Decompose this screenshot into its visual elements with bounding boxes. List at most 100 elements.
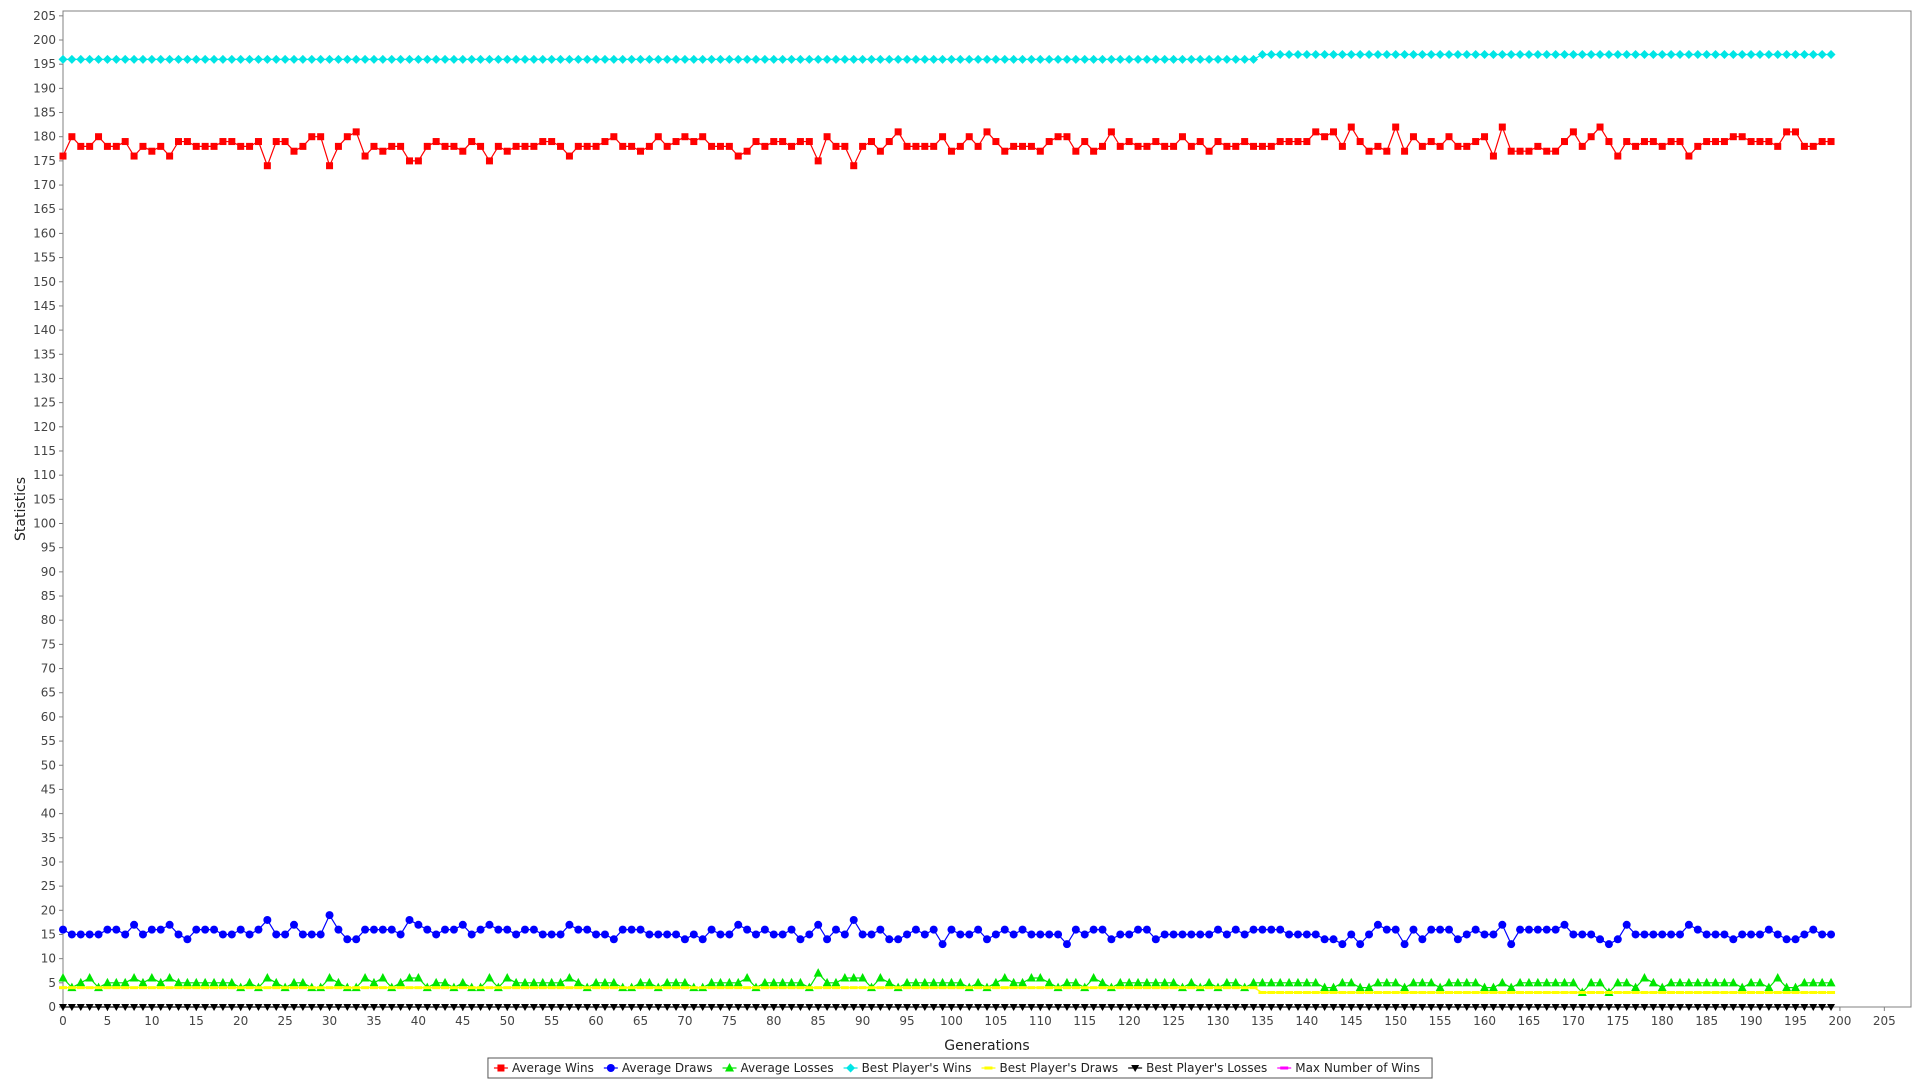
- data-point-best-player-s-wins: [813, 54, 823, 64]
- data-point-best-player-s-wins: [1026, 54, 1036, 64]
- data-point-best-player-s-wins: [1551, 50, 1561, 60]
- data-point-best-player-s-draws: [814, 986, 823, 990]
- data-point-average-draws: [929, 925, 938, 934]
- data-point-average-wins: [930, 142, 938, 150]
- data-point-average-losses: [76, 977, 86, 987]
- data-point-best-player-s-losses: [867, 1004, 876, 1011]
- data-point-best-player-s-draws: [405, 986, 414, 990]
- data-point-average-wins: [894, 128, 902, 136]
- data-point-best-player-s-draws: [538, 986, 547, 990]
- data-point-average-wins: [326, 162, 334, 170]
- data-point-best-player-s-draws: [1658, 990, 1667, 994]
- data-point-best-player-s-wins: [94, 54, 104, 64]
- data-point-average-wins: [370, 142, 378, 150]
- data-point-best-player-s-wins: [209, 54, 219, 64]
- data-point-best-player-s-wins: [1115, 54, 1125, 64]
- data-point-best-player-s-losses: [352, 1004, 361, 1011]
- legend-label: Average Draws: [622, 1061, 713, 1075]
- data-point-average-losses: [1702, 977, 1712, 987]
- data-point-best-player-s-draws: [1729, 990, 1738, 994]
- data-point-average-wins: [1632, 142, 1640, 150]
- data-point-best-player-s-wins: [325, 54, 335, 64]
- data-point-average-draws: [1498, 920, 1507, 929]
- data-point-best-player-s-draws: [458, 986, 467, 990]
- series-average-draws: [59, 911, 1836, 949]
- data-point-best-player-s-losses: [538, 1004, 547, 1011]
- data-point-best-player-s-losses: [476, 1004, 485, 1011]
- data-point-best-player-s-wins: [1249, 54, 1259, 64]
- data-point-best-player-s-wins: [769, 54, 779, 64]
- data-point-best-player-s-wins: [1666, 50, 1676, 60]
- data-point-average-wins: [139, 142, 147, 150]
- data-point-best-player-s-wins: [1737, 50, 1747, 60]
- data-point-average-draws: [1747, 930, 1756, 939]
- data-point-average-wins: [557, 142, 565, 150]
- data-point-best-player-s-losses: [734, 1004, 743, 1011]
- data-point-average-draws: [1009, 930, 1018, 939]
- data-point-average-wins: [885, 138, 893, 146]
- data-point-best-player-s-wins: [1035, 54, 1045, 64]
- data-point-best-player-s-draws: [1809, 990, 1818, 994]
- data-point-best-player-s-losses: [1480, 1004, 1489, 1011]
- data-point-best-player-s-wins: [627, 54, 637, 64]
- data-point-best-player-s-draws: [787, 986, 796, 990]
- data-point-average-losses: [58, 972, 68, 982]
- data-point-average-draws: [974, 925, 983, 934]
- data-point-average-wins: [192, 142, 200, 150]
- data-point-best-player-s-losses: [1729, 1004, 1738, 1011]
- data-point-best-player-s-draws: [929, 986, 938, 990]
- data-point-best-player-s-losses: [218, 1004, 227, 1011]
- data-point-average-wins: [1561, 138, 1568, 146]
- data-point-best-player-s-draws: [1134, 986, 1143, 990]
- data-point-best-player-s-draws: [316, 986, 325, 990]
- data-point-average-losses: [1444, 977, 1454, 987]
- data-point-best-player-s-losses: [1631, 1004, 1640, 1011]
- data-point-best-player-s-draws: [1560, 990, 1569, 994]
- data-point-best-player-s-draws: [1818, 990, 1827, 994]
- data-point-average-losses: [138, 977, 148, 987]
- legend: Average Wins Average Draws Average Losses B…: [487, 1057, 1433, 1079]
- data-point-average-wins: [1694, 142, 1702, 150]
- data-point-average-losses: [1133, 977, 1143, 987]
- data-point-average-draws: [245, 930, 254, 939]
- data-point-best-player-s-wins: [698, 54, 708, 64]
- data-point-average-draws: [325, 911, 334, 920]
- data-point-best-player-s-draws: [1409, 990, 1418, 994]
- data-point-average-losses: [1568, 977, 1578, 987]
- data-point-best-player-s-losses: [1116, 1004, 1125, 1011]
- data-point-average-losses: [1035, 972, 1045, 982]
- data-point-best-player-s-wins: [1444, 50, 1454, 60]
- data-point-average-losses: [209, 977, 219, 987]
- data-point-best-player-s-wins: [1213, 54, 1223, 64]
- data-point-best-player-s-draws: [1045, 986, 1054, 990]
- data-point-average-losses: [760, 977, 770, 987]
- data-point-best-player-s-losses: [325, 1004, 334, 1011]
- data-point-best-player-s-draws: [1453, 990, 1462, 994]
- y-axis-title: Statistics: [13, 477, 29, 541]
- data-point-best-player-s-draws: [387, 986, 396, 990]
- data-point-average-wins: [681, 133, 689, 141]
- data-point-best-player-s-losses: [1285, 1004, 1294, 1011]
- data-point-best-player-s-wins: [1639, 50, 1649, 60]
- data-point-best-player-s-wins: [715, 54, 725, 64]
- data-point-average-wins: [983, 128, 991, 136]
- data-point-average-wins: [1409, 133, 1417, 141]
- data-point-average-wins: [512, 142, 520, 150]
- data-point-best-player-s-wins: [822, 54, 832, 64]
- data-point-average-wins: [281, 138, 289, 146]
- y-tick-label: 30: [41, 855, 56, 869]
- data-point-best-player-s-draws: [378, 986, 387, 990]
- data-point-average-draws: [894, 935, 903, 944]
- data-point-best-player-s-losses: [467, 1004, 476, 1011]
- data-point-average-losses: [1764, 982, 1774, 992]
- data-point-best-player-s-losses: [1720, 1004, 1729, 1011]
- data-point-average-wins: [1720, 138, 1728, 146]
- data-point-average-wins: [1045, 138, 1053, 146]
- data-point-average-wins: [1818, 138, 1826, 146]
- data-point-best-player-s-losses: [858, 1004, 867, 1011]
- data-point-average-draws: [1267, 925, 1276, 934]
- data-point-best-player-s-losses: [236, 1004, 245, 1011]
- data-point-average-draws: [1018, 925, 1027, 934]
- data-point-best-player-s-draws: [112, 986, 121, 990]
- data-point-average-draws: [147, 925, 156, 934]
